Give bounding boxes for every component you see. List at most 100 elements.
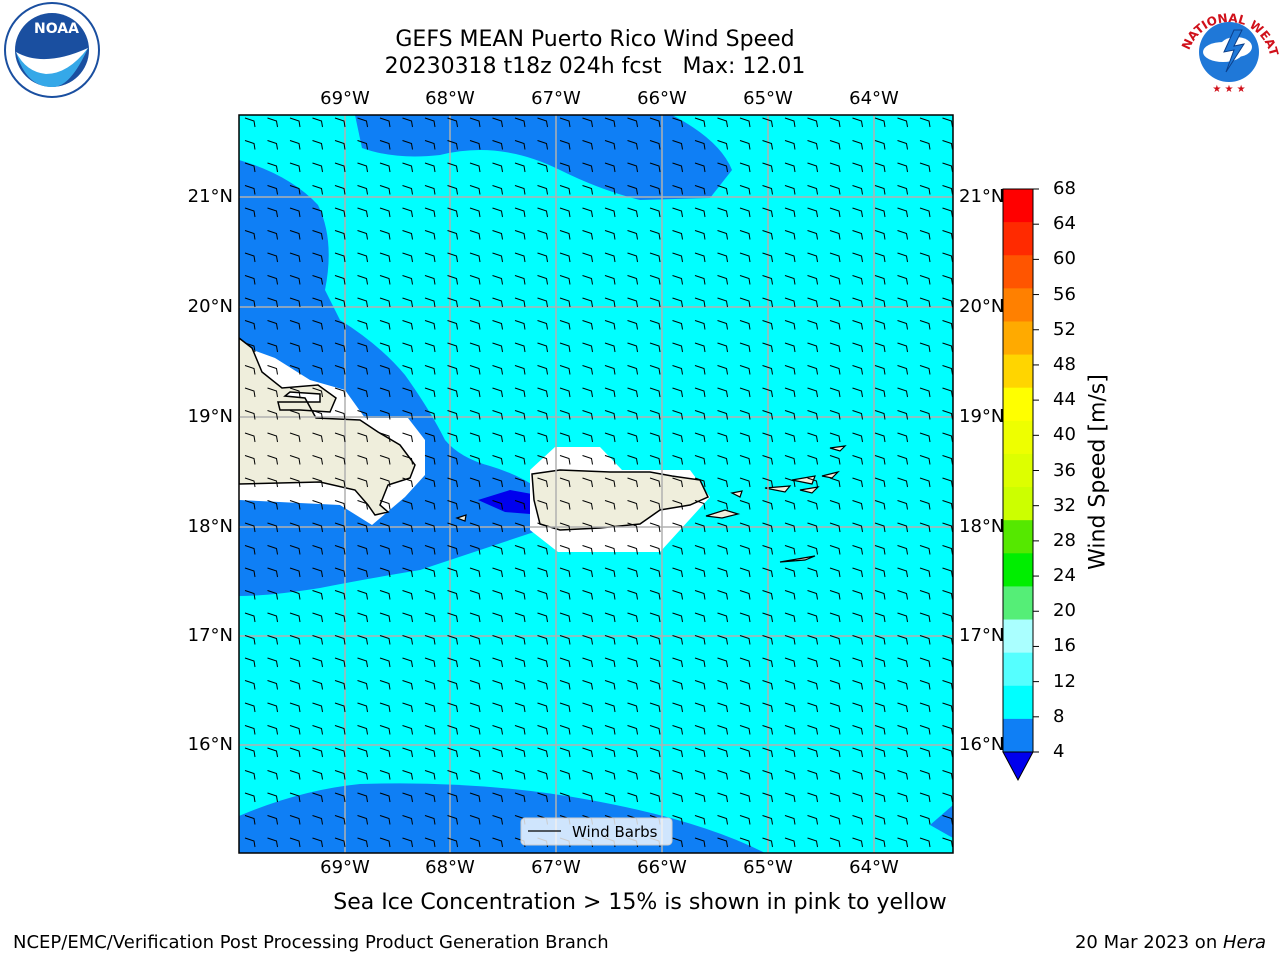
- wind-barb: [649, 455, 661, 465]
- wind-barb: [447, 275, 458, 285]
- wind-barb: [717, 567, 728, 578]
- wind-barb: [357, 387, 368, 398]
- wind-barb: [312, 387, 323, 398]
- wind-barb: [942, 815, 953, 825]
- wind-barb: [559, 320, 571, 330]
- wind-barb: [402, 590, 413, 600]
- wind-barb: [649, 207, 661, 218]
- wind-barb: [402, 432, 413, 443]
- wind-barb: [942, 387, 953, 398]
- wind-barb: [784, 500, 796, 510]
- wind-barb: [559, 635, 571, 645]
- wind-barb: [829, 320, 841, 330]
- wind-barb: [469, 117, 481, 128]
- wind-barb: [559, 680, 571, 690]
- legend-box: [520, 817, 673, 846]
- wind-barb: [312, 725, 323, 735]
- colorbar-tick-label: 20: [1053, 600, 1076, 622]
- wind-barb: [267, 320, 278, 330]
- wind-barb: [559, 567, 571, 578]
- wind-barb: [627, 275, 638, 285]
- wind-barb: [807, 680, 818, 690]
- wind-barb: [897, 162, 908, 173]
- wind-barb: [244, 230, 256, 240]
- wind-barb: [447, 567, 458, 578]
- wind-barb: [942, 252, 953, 263]
- wind-barb: [874, 297, 886, 308]
- wind-barb: [312, 815, 323, 825]
- wind-barb: [334, 522, 346, 533]
- wind-barb: [897, 837, 908, 848]
- wind-barb: [312, 410, 323, 420]
- wind-barb: [244, 162, 256, 173]
- wind-barb: [357, 410, 368, 420]
- wind-barb: [784, 455, 796, 465]
- wind-barb: [514, 612, 526, 623]
- wind-barb: [852, 387, 863, 398]
- wind-barb: [807, 635, 818, 645]
- wind-barb: [447, 410, 458, 420]
- wind-barb: [582, 230, 593, 240]
- wind-barb: [469, 185, 481, 195]
- wind-barb: [627, 522, 638, 533]
- wind-barb: [604, 657, 616, 668]
- wind-barb: [514, 230, 526, 240]
- wind-barb: [582, 612, 593, 623]
- wind-barb: [379, 387, 391, 398]
- wind-barb: [582, 252, 593, 263]
- wind-barb: [514, 455, 526, 465]
- wind-barb: [762, 792, 773, 803]
- wind-barb: [379, 432, 391, 443]
- wind-barb: [559, 387, 571, 398]
- wind-barb: [469, 545, 481, 555]
- wind-barb: [897, 455, 908, 465]
- wind-barb: [582, 590, 593, 600]
- wind-barb: [289, 635, 301, 645]
- wind-barb: [559, 657, 571, 668]
- wind-barb: [829, 162, 841, 173]
- wind-barb: [694, 657, 706, 668]
- wind-barb: [717, 612, 728, 623]
- wind-barb: [694, 320, 706, 330]
- wind-barb: [627, 117, 638, 128]
- wind-barb: [717, 545, 728, 555]
- wind-barb: [312, 365, 323, 375]
- wind-barb: [379, 275, 391, 285]
- wind-barb: [829, 522, 841, 533]
- wind-barb: [897, 297, 908, 308]
- wind-barb: [739, 725, 751, 735]
- wind-barb: [852, 185, 863, 195]
- wind-barb: [559, 230, 571, 240]
- lat-tick-left: 21°N: [187, 186, 233, 207]
- wind-barb: [604, 725, 616, 735]
- wind-barb: [514, 185, 526, 195]
- wind-barb: [627, 612, 638, 623]
- wind-barb: [537, 230, 548, 240]
- footer-date-prefix: 20 Mar 2023 on: [1074, 932, 1223, 953]
- wind-barb: [874, 590, 886, 600]
- wind-barb: [492, 680, 503, 690]
- wind-barb: [379, 207, 391, 218]
- wind-barb: [514, 342, 526, 353]
- wind-barb: [694, 455, 706, 465]
- wind-barb: [537, 117, 548, 128]
- wind-barb: [739, 590, 751, 600]
- wind-barb: [807, 657, 818, 668]
- wind-barb: [649, 252, 661, 263]
- wind-barb: [357, 207, 368, 218]
- wind-barb: [604, 185, 616, 195]
- wind-barb: [289, 545, 301, 555]
- lon-tick-top: 66°W: [637, 88, 687, 109]
- wind-barb: [874, 432, 886, 443]
- wind-barb: [897, 432, 908, 443]
- wind-barb: [514, 545, 526, 555]
- wind-barb: [694, 500, 706, 510]
- wind-barb: [492, 455, 503, 465]
- wind-barb: [874, 657, 886, 668]
- wind-barb: [942, 455, 953, 465]
- colorbar-segment: [1003, 453, 1033, 488]
- wind-barb: [897, 320, 908, 330]
- wind-barb: [762, 140, 773, 150]
- wind-barb: [514, 725, 526, 735]
- wind-barb: [357, 275, 368, 285]
